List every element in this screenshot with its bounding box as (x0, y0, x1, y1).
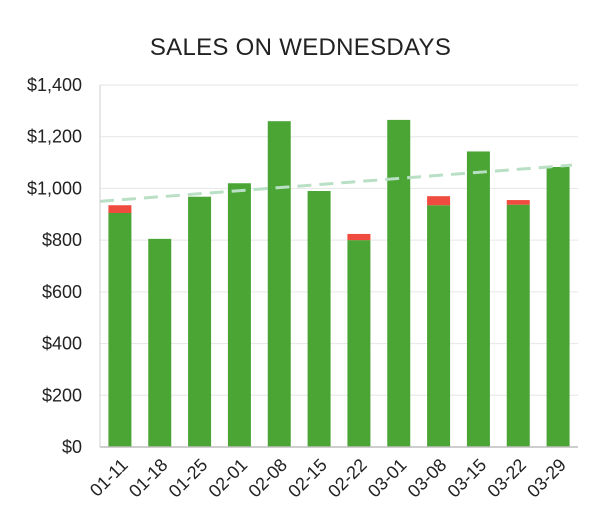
grid-lines (100, 84, 578, 396)
x-tick-label: 03-08 (404, 455, 451, 502)
bar-segment-green (108, 212, 132, 447)
bar-segment-green (188, 196, 212, 447)
x-tick-label: 02-01 (205, 455, 252, 502)
y-tick-labels: $0 $200 $400 $600 $800 $1,000 $1,200 $1,400 (27, 75, 82, 457)
x-tick-label: 02-22 (324, 455, 371, 502)
x-tick-label: 02-15 (284, 455, 331, 502)
y-tick-label: $1,400 (27, 75, 82, 95)
trendline-group (99, 163, 573, 203)
bar-segment-green (427, 205, 451, 447)
trendline (99, 163, 573, 203)
x-tick-label: 03-01 (364, 455, 411, 502)
x-tick-label: 03-29 (523, 455, 570, 502)
y-tick-label: $800 (42, 230, 82, 250)
x-tick-label: 01-18 (125, 455, 172, 502)
bar-segment-green (387, 119, 411, 448)
y-tick-label: $600 (42, 282, 82, 302)
bar-segment-green (466, 151, 490, 447)
y-tick-label: $0 (62, 437, 82, 457)
bar-segment-green (347, 240, 371, 447)
y-tick-label: $400 (42, 334, 82, 354)
bar-segment-red (427, 196, 451, 206)
y-tick-label: $1,200 (27, 127, 82, 147)
x-tick-label: 03-22 (483, 455, 530, 502)
bar-segment-green (148, 238, 172, 447)
bar-segment-green (227, 183, 251, 447)
y-tick-label: $200 (42, 385, 82, 405)
bar-segment-red (108, 205, 132, 213)
x-tick-label: 01-11 (86, 455, 132, 501)
chart-title: SALES ON WEDNESDAYS (149, 34, 452, 61)
bar-segment-red (506, 200, 530, 205)
bar-segment-green (546, 166, 570, 447)
bar-segment-green (267, 121, 291, 447)
axes-group (99, 85, 578, 448)
x-tick-labels: 01-1101-1801-2502-0102-0802-1502-2203-01… (86, 455, 570, 502)
x-tick-label: 03-15 (444, 455, 491, 502)
y-tick-label: $1,000 (27, 178, 82, 198)
bar-segment-green (307, 191, 331, 447)
x-tick-label: 01-25 (165, 455, 212, 502)
bar-segment-green (506, 204, 530, 447)
bars-group (108, 119, 570, 448)
bar-segment-red (347, 233, 371, 241)
x-tick-label: 02-08 (244, 455, 291, 502)
